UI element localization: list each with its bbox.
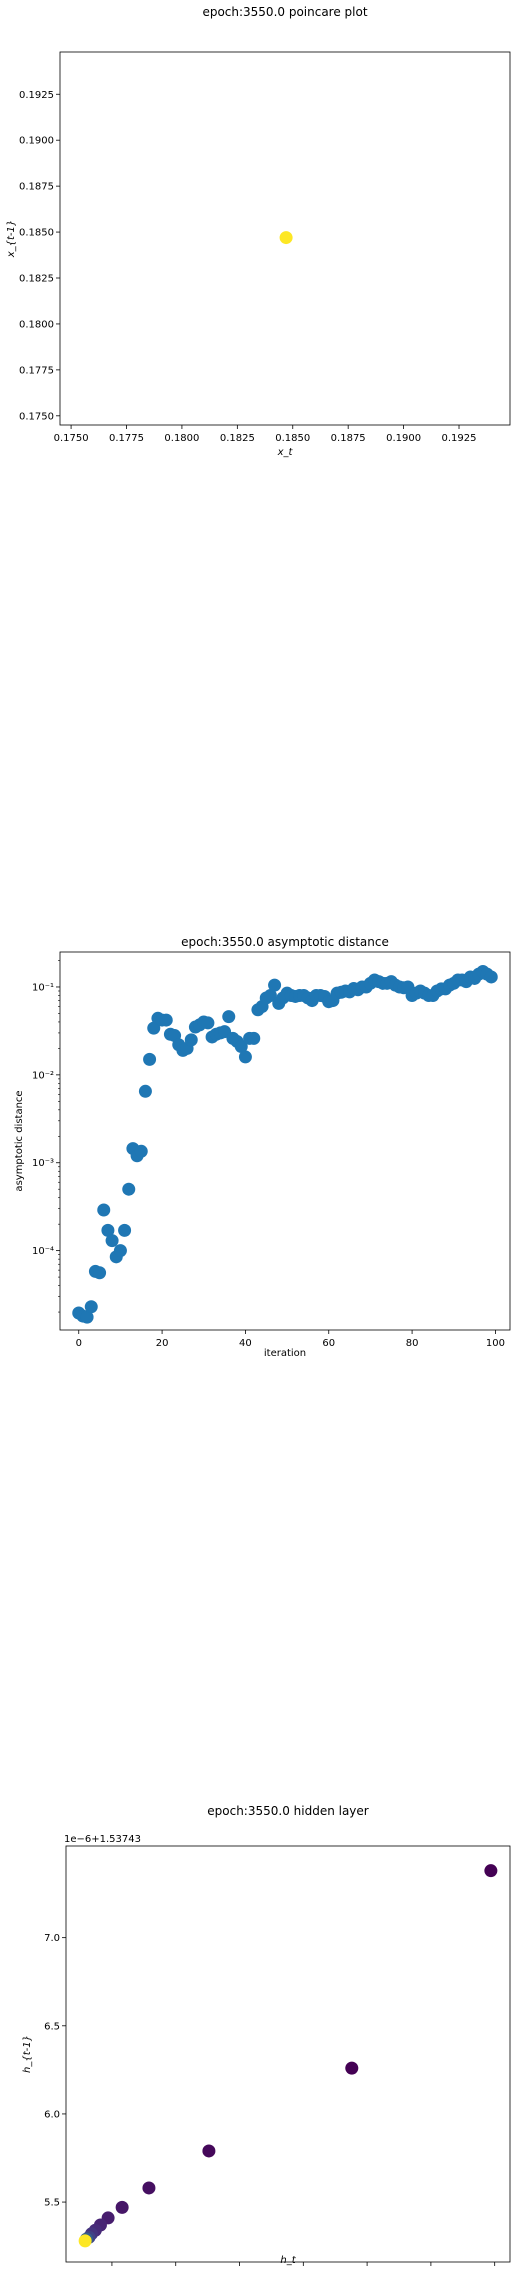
data-point xyxy=(101,1223,115,1237)
chart-2: epoch:3550.0 asymptotic distance 0 20 40 60 8… xyxy=(14,935,511,1359)
x-tick-label: 40 xyxy=(239,1338,252,1349)
data-point xyxy=(268,978,282,992)
data-point xyxy=(115,2200,129,2214)
plot-frame xyxy=(59,51,511,426)
x-tick-label: 0.1875 xyxy=(331,433,366,444)
plot-frame xyxy=(59,951,511,1331)
chart-title: epoch:3550.0 poincare plot xyxy=(202,5,367,19)
x-tick-label: 100 xyxy=(486,1338,505,1349)
y-tick-label: 10⁻⁴ xyxy=(32,1246,54,1257)
y-tick-label: 0.1800 xyxy=(19,319,54,330)
y-tick-label: 6.0 xyxy=(44,2109,60,2120)
y-tick-label: 0.1850 xyxy=(19,228,54,239)
y-tick-label: 0.1925 xyxy=(19,90,54,101)
data-point xyxy=(80,1310,94,1324)
x-tick-label: 0 xyxy=(76,1338,82,1349)
data-point xyxy=(279,231,293,245)
y-tick-label: 10⁻¹ xyxy=(32,982,54,993)
y-tick-label: 10⁻³ xyxy=(32,1158,54,1169)
data-point xyxy=(122,1182,136,1196)
x-tick-label: 80 xyxy=(406,1338,419,1349)
plot-frame xyxy=(65,1845,511,2263)
y-tick-label: 6.5 xyxy=(44,2021,60,2032)
y-tick-label: 0.1750 xyxy=(19,411,54,422)
x-tick-label: 20 xyxy=(156,1338,169,1349)
x-tick-label: 0.1925 xyxy=(442,433,477,444)
data-point xyxy=(93,1266,107,1280)
y-tick-label: 7.0 xyxy=(44,1933,60,1944)
data-point xyxy=(263,988,277,1002)
data-point xyxy=(247,1031,261,1045)
data-point xyxy=(138,1084,152,1098)
y-tick-label: 0.1825 xyxy=(19,274,54,285)
x-axis-label: x_t xyxy=(277,447,294,458)
data-point xyxy=(345,2061,359,2075)
data-point xyxy=(113,1244,127,1258)
x-tick-label: 0.1800 xyxy=(164,433,199,444)
x-tick-label: 0.1775 xyxy=(109,433,144,444)
y-tick-label: 0.1900 xyxy=(19,136,54,147)
x-tick-label: 0.1750 xyxy=(54,433,89,444)
y-tick-label: 5.5 xyxy=(44,2198,60,2209)
data-point xyxy=(118,1223,132,1237)
data-point xyxy=(134,1144,148,1158)
data-point xyxy=(222,1010,236,1024)
data-point xyxy=(78,2234,92,2248)
data-point xyxy=(143,1052,157,1066)
data-point xyxy=(202,2144,216,2158)
x-axis-label: iteration xyxy=(264,1348,306,1359)
data-point xyxy=(234,1040,248,1054)
data-point xyxy=(147,1021,161,1035)
x-axis-label: h_t xyxy=(280,2255,296,2266)
chart-title: epoch:3550.0 asymptotic distance xyxy=(181,935,389,949)
y-axis-label: asymptotic distance xyxy=(14,1090,25,1191)
y-axis-label: x_{t-1} xyxy=(6,220,17,259)
data-point xyxy=(484,1864,498,1878)
x-tick-label: 0.1825 xyxy=(220,433,255,444)
data-point xyxy=(105,1234,119,1248)
x-tick-label: 60 xyxy=(322,1338,335,1349)
y-tick-label: 10⁻² xyxy=(32,1070,54,1081)
data-point xyxy=(484,970,498,984)
data-point xyxy=(184,1033,198,1047)
y-axis-label: h_{t-1} xyxy=(22,2035,33,2073)
data-point xyxy=(142,2181,156,2195)
data-point xyxy=(159,1013,173,1027)
data-point xyxy=(201,1016,215,1030)
chart-3: epoch:3550.0 hidden layer5.56.06.57.07.5… xyxy=(22,1804,511,2266)
x-tick-label: 0.1850 xyxy=(275,433,310,444)
y-offset-label: 1e−6+1.53743 xyxy=(64,1834,141,1845)
data-point xyxy=(84,1300,98,1314)
chart-title: epoch:3550.0 hidden layer xyxy=(207,1804,369,1818)
y-tick-label: 0.1775 xyxy=(19,365,54,376)
data-point xyxy=(238,1050,252,1064)
chart-1: epoch:3550.0 poincare plot 0.1750 0.1775 0.… xyxy=(6,5,511,458)
y-tick-label: 0.1875 xyxy=(19,182,54,193)
x-tick-label: 0.1900 xyxy=(386,433,421,444)
data-point xyxy=(97,1203,111,1217)
